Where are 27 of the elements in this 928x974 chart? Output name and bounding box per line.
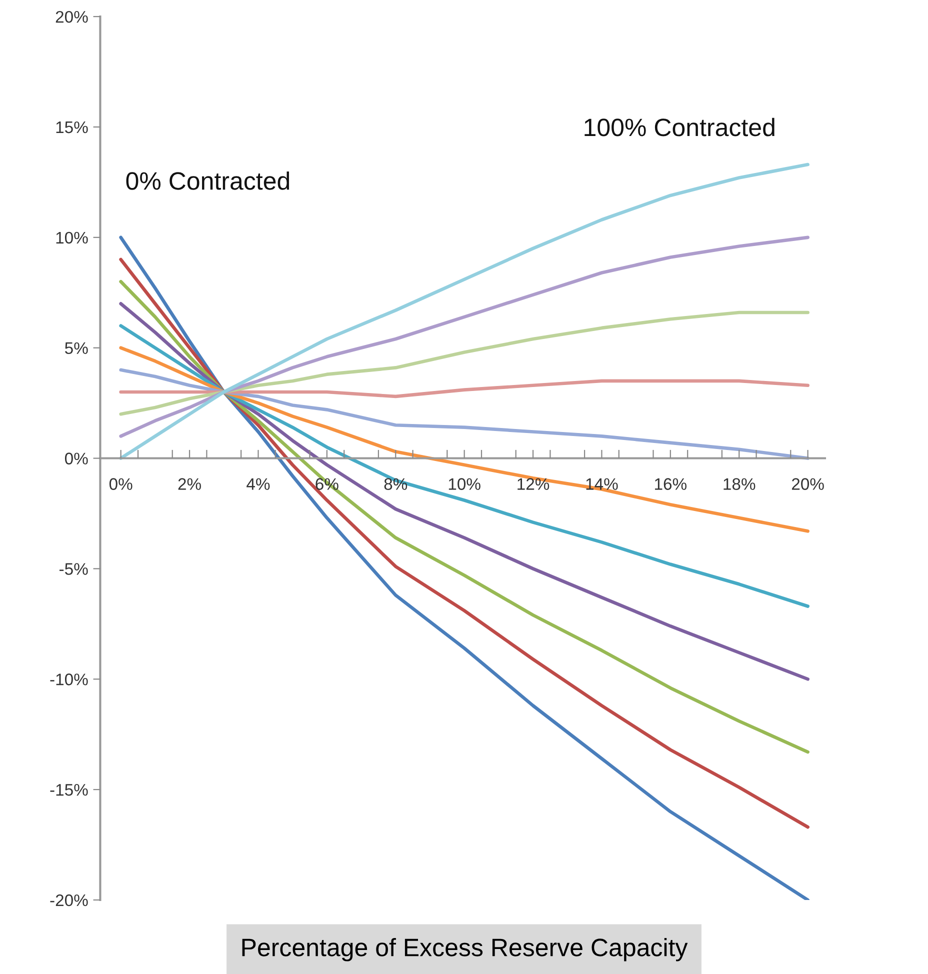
annotation: 0% Contracted [126,171,290,190]
y-tick-label: -10% [50,674,88,686]
x-tick-label: 12% [518,478,550,490]
y-tick-label: -5% [60,563,88,575]
x-tick-label: 8% [384,478,408,490]
y-tick-label: 5% [64,342,88,354]
x-tick-label: 2% [178,478,201,490]
annotation: 100% Contracted [584,118,774,136]
y-tick-label: -20% [50,894,88,906]
line-series [119,368,810,460]
x-tick-label: 20% [792,478,824,490]
x-tick-label: 0% [109,478,132,490]
x-tick-label: 14% [586,478,618,490]
y-tick-label: 0% [64,452,88,464]
line-series [119,236,810,438]
line-series [119,379,810,398]
x-tick-label: 10% [448,478,480,490]
y-tick-label: 10% [56,232,88,244]
y-tick-label: 20% [56,10,88,23]
x-tick-label: 16% [655,478,687,490]
y-tick-label: -15% [50,784,88,796]
line-series [119,310,810,416]
x-tick-label: 4% [246,478,270,490]
x-tick-label: 18% [724,478,756,490]
y-tick-label: 15% [56,121,88,134]
line-series [119,162,810,460]
x-axis-title: Percentage of Excess Reserve Capacity [242,938,688,962]
